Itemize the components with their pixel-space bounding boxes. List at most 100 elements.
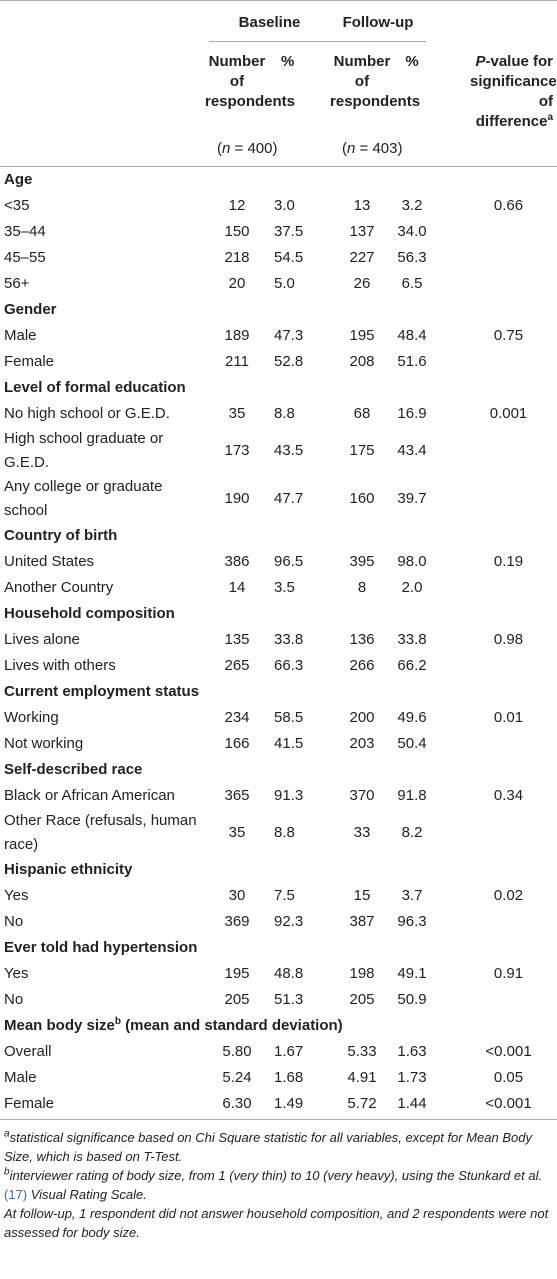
row-label: Not working bbox=[4, 735, 84, 752]
percent-cell: 1.67 bbox=[274, 1043, 304, 1060]
section-row: Mean body sizeb (mean and standard devia… bbox=[0, 1013, 557, 1039]
p-text: -value for significance of difference bbox=[470, 53, 557, 130]
empty-cell bbox=[430, 731, 557, 757]
data-row: High school graduate or G.E.D. 173 43.5 175… bbox=[0, 427, 557, 475]
table-part bbox=[0, 132, 205, 167]
count-cell: 395 bbox=[349, 553, 375, 570]
p-value-cell: 0.19 bbox=[493, 553, 524, 570]
count-cell: 265 bbox=[224, 657, 250, 674]
empty-cell bbox=[430, 987, 557, 1013]
count-cell: 200 bbox=[349, 709, 375, 726]
percent-cell: 1.49 bbox=[274, 1095, 304, 1112]
column-header: P-value for significance of differencea bbox=[430, 50, 557, 132]
percent-cell: 8.8 bbox=[274, 405, 295, 422]
data-row: Yes 195 48.8 198 49.1 0.91 bbox=[0, 961, 557, 987]
group-header: Baseline bbox=[209, 13, 331, 42]
section-title: Mean body sizeb (mean and standard devia… bbox=[0, 1013, 557, 1039]
count-cell: 166 bbox=[224, 735, 250, 752]
empty-cell bbox=[430, 809, 557, 857]
p-value-cell: 0.01 bbox=[493, 709, 524, 726]
data-row: Female 211 52.8 208 51.6 bbox=[0, 349, 557, 375]
row-label: 35–44 bbox=[4, 223, 46, 240]
n-label: (n = 400) bbox=[205, 132, 331, 167]
empty-cell bbox=[430, 575, 557, 601]
p-value-cell: 0.98 bbox=[493, 631, 524, 648]
empty-cell bbox=[430, 349, 557, 375]
data-row: 56+ 20 5.0 26 6.5 bbox=[0, 271, 557, 297]
row-label: Male bbox=[4, 327, 37, 344]
percent-cell: 52.8 bbox=[274, 353, 304, 370]
section-title: Gender bbox=[4, 301, 57, 318]
count-cell: 4.91 bbox=[347, 1069, 377, 1086]
empty-cell bbox=[430, 271, 557, 297]
percent-cell: 1.68 bbox=[274, 1069, 304, 1086]
data-row: No high school or G.E.D. 35 8.8 68 16.9 0.001 bbox=[0, 401, 557, 427]
section-title: Country of birth bbox=[4, 527, 118, 544]
percent-cell: 50.4 bbox=[397, 735, 427, 752]
count-cell: 370 bbox=[349, 787, 375, 804]
section-title: Current employment status bbox=[4, 683, 200, 700]
row-label: No high school or G.E.D. bbox=[4, 405, 170, 422]
column-header: % bbox=[405, 53, 419, 70]
percent-cell: 48.8 bbox=[274, 965, 304, 982]
data-row: Working 234 58.5 200 49.6 0.01 bbox=[0, 705, 557, 731]
count-cell: 195 bbox=[224, 965, 250, 982]
row-label: Black or African American bbox=[4, 787, 175, 804]
data-row: Other Race (refusals, human race) 35 8.8 33… bbox=[0, 809, 557, 857]
percent-cell: 34.0 bbox=[397, 223, 427, 240]
count-cell: 8 bbox=[357, 579, 367, 596]
column-header: % bbox=[281, 53, 295, 70]
footnote-mark: a bbox=[4, 1128, 10, 1140]
data-row: United States 386 96.5 395 98.0 0.19 bbox=[0, 549, 557, 575]
title-rest: (mean and standard deviation) bbox=[120, 1017, 343, 1034]
percent-cell: 54.5 bbox=[274, 249, 304, 266]
percent-cell: 33.8 bbox=[397, 631, 427, 648]
data-row: Another Country 14 3.5 8 2.0 bbox=[0, 575, 557, 601]
count-cell: 198 bbox=[349, 965, 375, 982]
percent-cell: 33.8 bbox=[274, 631, 304, 648]
data-row: <35 12 3.0 13 3.2 0.66 bbox=[0, 193, 557, 219]
count-cell: 30 bbox=[228, 887, 246, 904]
percent-cell: 49.6 bbox=[397, 709, 427, 726]
percent-cell: 48.4 bbox=[397, 327, 427, 344]
count-cell: 135 bbox=[224, 631, 250, 648]
p-value-cell: 0.001 bbox=[489, 405, 528, 422]
table-part: n bbox=[222, 140, 231, 157]
row-label: No bbox=[4, 991, 24, 1008]
section-row: Gender bbox=[0, 297, 557, 323]
count-cell: 173 bbox=[224, 442, 250, 459]
count-cell: 189 bbox=[224, 327, 250, 344]
p-value-cell: 0.34 bbox=[493, 787, 524, 804]
count-cell: 12 bbox=[228, 197, 246, 214]
percent-cell: 2.0 bbox=[401, 579, 423, 596]
percent-cell: 98.0 bbox=[397, 553, 427, 570]
count-cell: 190 bbox=[224, 490, 250, 507]
percent-cell: 56.3 bbox=[397, 249, 427, 266]
count-cell: 26 bbox=[353, 275, 371, 292]
data-row: Yes 30 7.5 15 3.7 0.02 bbox=[0, 883, 557, 909]
table-part: ( bbox=[217, 140, 222, 157]
section-row: Age bbox=[0, 167, 557, 194]
table-part: Follow-up bbox=[330, 1, 430, 51]
percent-cell: 43.4 bbox=[397, 442, 427, 459]
percent-cell: 3.2 bbox=[401, 197, 423, 214]
column-header: Number of respondents bbox=[330, 53, 421, 110]
row-label: Yes bbox=[4, 965, 29, 982]
count-cell: 175 bbox=[349, 442, 375, 459]
section-row: Household composition bbox=[0, 601, 557, 627]
data-row: Black or African American 365 91.3 370 91.8 0… bbox=[0, 783, 557, 809]
table-part: Age <35 12 3.0 13 3.2 0.66 35–44 150 37.5 137 34.0 4… bbox=[0, 167, 557, 1118]
count-cell: 218 bbox=[224, 249, 250, 266]
row-label: 56+ bbox=[4, 275, 30, 292]
section-title: Age bbox=[4, 171, 33, 188]
count-cell: 5.72 bbox=[347, 1095, 377, 1112]
row-label: Other Race (refusals, human race) bbox=[4, 812, 197, 853]
percent-cell: 39.7 bbox=[397, 490, 427, 507]
data-row: Not working 166 41.5 203 50.4 bbox=[0, 731, 557, 757]
percent-cell: 3.7 bbox=[401, 887, 423, 904]
empty-cell bbox=[430, 653, 557, 679]
footnote-mark: b bbox=[4, 1166, 10, 1178]
count-cell: 387 bbox=[349, 913, 375, 930]
p-value-cell: 0.05 bbox=[493, 1069, 524, 1086]
